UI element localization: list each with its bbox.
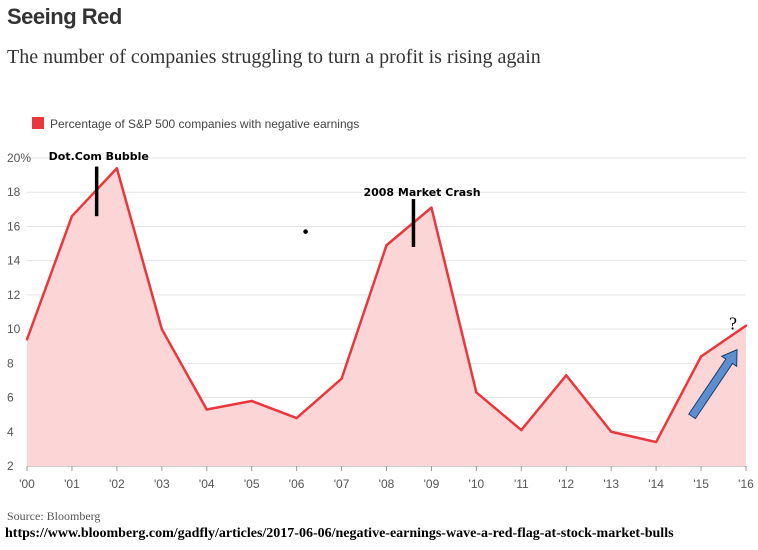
x-tick-label: '16 <box>738 477 754 491</box>
x-tick-label: '05 <box>244 477 260 491</box>
legend-swatch <box>32 117 44 129</box>
data-point <box>475 391 478 394</box>
x-tick-label: '09 <box>424 477 440 491</box>
data-point <box>295 416 298 420</box>
x-tick-label: '06 <box>289 477 305 491</box>
x-tick-label: '03 <box>154 477 170 491</box>
data-point <box>430 206 433 209</box>
y-tick-label: 20% <box>7 151 31 165</box>
y-axis: 2 4 6 8 10 12 14 16 18 20% <box>7 151 31 473</box>
y-tick-label: 14 <box>7 254 21 268</box>
x-tick-label: '10 <box>469 477 485 491</box>
legend: Percentage of S&P 500 companies with neg… <box>32 117 359 131</box>
chart-title: Seeing Red <box>7 4 122 29</box>
y-tick-label: 2 <box>7 459 14 473</box>
data-point <box>609 430 613 433</box>
data-point <box>744 324 748 327</box>
y-tick-label: 6 <box>7 391 14 405</box>
y-tick-label: 12 <box>7 288 21 302</box>
x-tick-label: '14 <box>648 477 664 491</box>
data-point <box>160 327 164 331</box>
x-tick-label: '13 <box>603 477 619 491</box>
x-tick-label: '15 <box>693 477 709 491</box>
x-tick-label: '02 <box>109 477 125 491</box>
chart-subtitle: The number of companies struggling to tu… <box>7 46 541 68</box>
series-area <box>27 168 746 466</box>
data-point <box>520 428 523 432</box>
data-point <box>25 338 29 341</box>
stray-dot <box>303 229 308 234</box>
annotation-dotcom-bubble: Dot.Com Bubble <box>49 150 149 163</box>
data-point <box>250 399 253 403</box>
data-point <box>565 374 568 377</box>
x-tick-label: '01 <box>64 477 80 491</box>
y-tick-label: 10 <box>7 322 21 336</box>
data-point <box>205 408 208 411</box>
annotation-question-mark: ? <box>729 314 737 334</box>
plot-area <box>25 167 748 466</box>
x-tick-label: '12 <box>558 477 574 491</box>
x-tick-label: '08 <box>379 477 395 491</box>
data-point <box>654 440 658 444</box>
source-url: https://www.bloomberg.com/gadfly/article… <box>5 526 674 541</box>
data-point <box>115 167 119 170</box>
x-tick-label: '04 <box>199 477 215 491</box>
data-point <box>340 377 343 380</box>
x-tick-label: '11 <box>514 477 529 491</box>
area-chart: Percentage of S&P 500 companies with neg… <box>7 117 754 491</box>
source-note: Source: Bloomberg <box>7 509 101 523</box>
annotation-market-crash: 2008 Market Crash <box>363 186 480 199</box>
annotations: Dot.Com Bubble 2008 Market Crash? <box>49 150 738 420</box>
y-tick-label: 4 <box>7 425 14 439</box>
x-tick-label: '07 <box>334 477 350 491</box>
data-point <box>70 214 74 218</box>
data-point <box>699 355 703 358</box>
x-tick-label: '00 <box>19 477 35 491</box>
data-point <box>385 244 388 247</box>
y-tick-label: 8 <box>7 356 14 370</box>
legend-label: Percentage of S&P 500 companies with neg… <box>50 117 359 131</box>
y-tick-label: 18 <box>7 185 21 199</box>
x-axis: '00 '01 '02 '03 '04 '05 '06 '07 '08 '09 '10 '11 '12 '… <box>19 465 754 491</box>
y-tick-label: 16 <box>7 219 21 233</box>
trend-arrow <box>688 348 738 420</box>
